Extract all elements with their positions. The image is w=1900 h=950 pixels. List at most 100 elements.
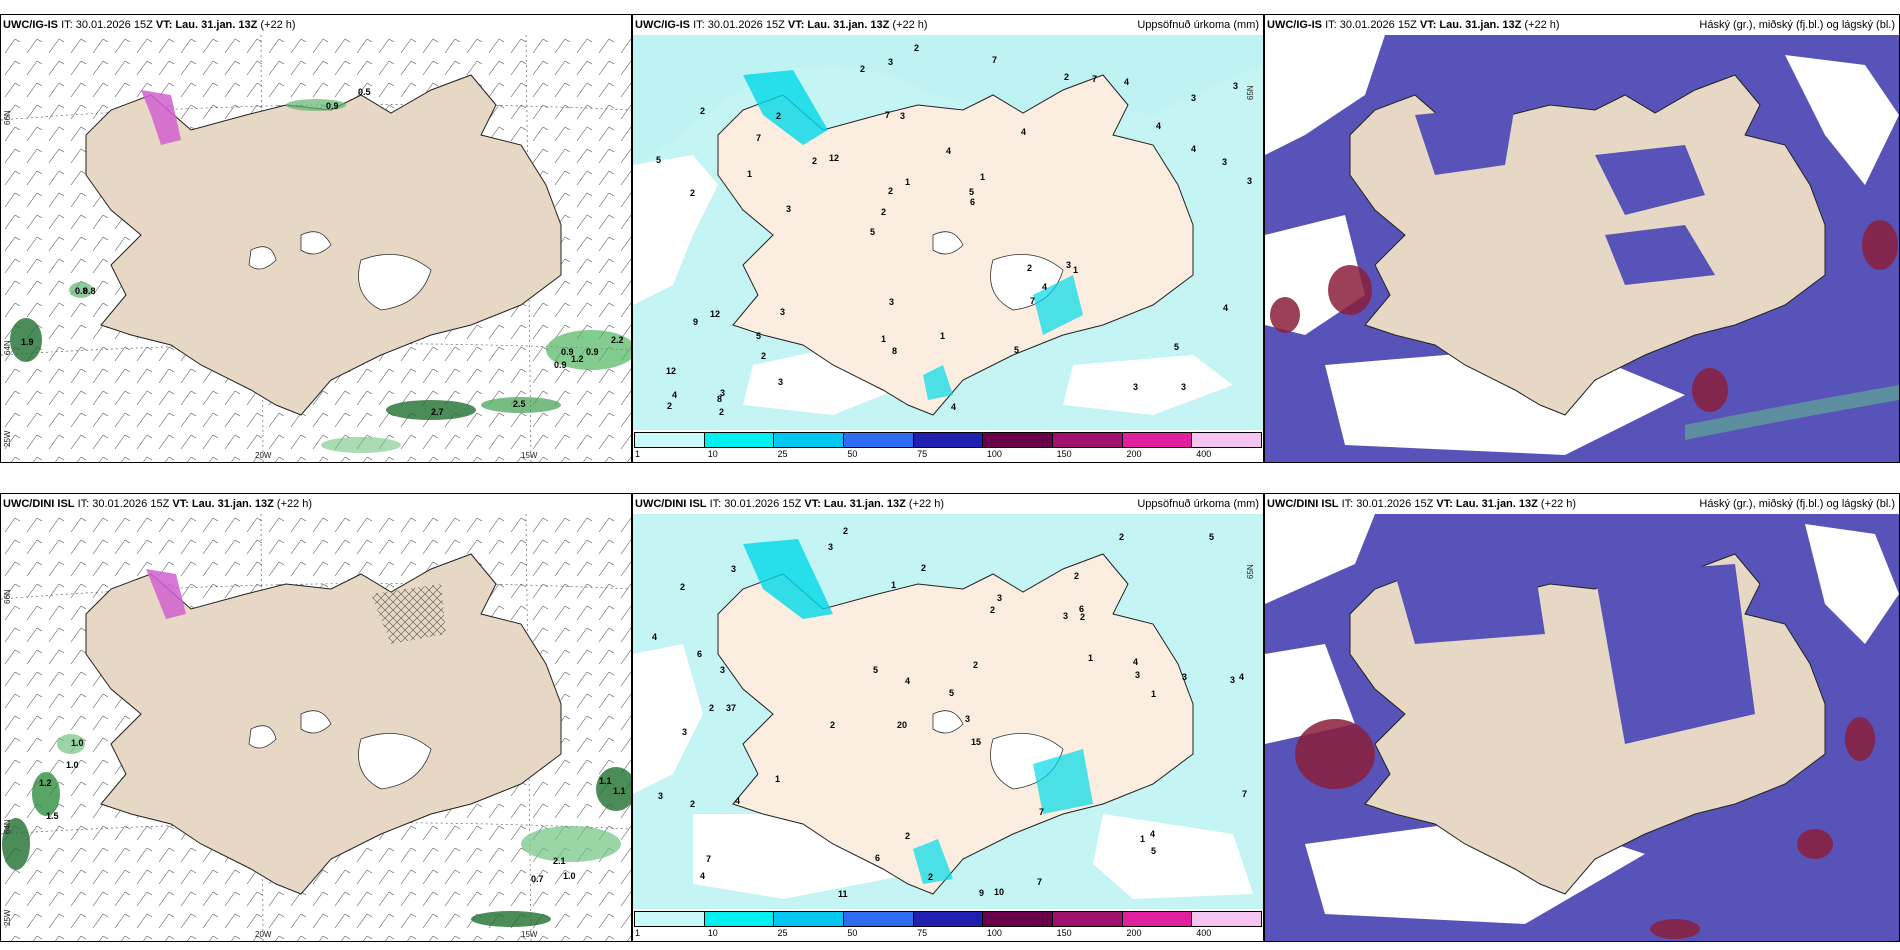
valid-label: VT: — [787, 19, 805, 31]
precip-value: 5 — [656, 155, 661, 165]
wind-area — [286, 99, 346, 111]
colorbar-swatch — [844, 433, 914, 447]
wind-value: 1.2 — [571, 354, 584, 364]
colorbar-swatch — [704, 433, 775, 447]
glacier-langjokull — [248, 246, 277, 270]
cloud-mid-area — [1605, 225, 1715, 285]
precip-value: 4 — [1150, 829, 1155, 839]
colorbar-swatch — [844, 912, 914, 926]
precip-value: 2 — [700, 106, 705, 116]
precip-value: 2 — [928, 872, 933, 882]
wind-value: 0.9 — [554, 360, 567, 370]
precip-value: 4 — [1191, 144, 1196, 154]
precip-value: 2 — [860, 64, 865, 74]
glacier-hofsjokull — [300, 231, 332, 255]
precip-value: 4 — [652, 632, 657, 642]
wind-value: 2.2 — [611, 335, 624, 345]
precip-value: 8 — [717, 394, 722, 404]
precip-value: 4 — [1042, 282, 1047, 292]
valid-label: VT: — [172, 498, 189, 510]
precip-value: 3 — [682, 727, 687, 737]
panel-title: Háský (gr.), miðský (fj.bl.) og lágský (… — [1699, 19, 1895, 31]
precip-value: 3 — [1233, 81, 1238, 91]
precip-value: 2 — [1080, 612, 1085, 622]
colorbar-label: 200 — [1126, 449, 1142, 459]
valid-time: Lau. 31.jan. 13Z — [823, 498, 906, 510]
colorbar: 1 10 25 50 75 100 150 200 400 — [634, 432, 1262, 460]
colorbar-labels: 1 10 25 50 75 100 150 200 400 — [634, 448, 1262, 460]
colorbar-label: 1 — [635, 928, 641, 938]
model-name: UWC/DINI ISL — [1267, 498, 1339, 510]
precip-value: 10 — [994, 887, 1004, 897]
colorbar-label: 400 — [1196, 449, 1212, 459]
wind-value: 0.8 — [75, 286, 88, 296]
colorbar-label: 10 — [707, 449, 718, 459]
colorbar-label: 50 — [847, 928, 858, 938]
precip-value: 3 — [731, 564, 736, 574]
precip-value: 2 — [1074, 571, 1079, 581]
cloud-map-svg — [1265, 35, 1899, 462]
precip-moderate-area — [1033, 749, 1093, 814]
precip-value: 5 — [873, 665, 878, 675]
precip-value: 2 — [1119, 532, 1124, 542]
colorbar-swatch — [1122, 433, 1193, 447]
precip-value: 1 — [1151, 689, 1156, 699]
colorbar-label: 25 — [777, 928, 788, 938]
clear-sky — [1805, 524, 1899, 644]
precip-value: 3 — [1247, 176, 1252, 186]
glacier — [932, 231, 964, 255]
wind-map: 1.0 1.0 1.2 1.5 1.1 1.1 2.1 1.0 0.7 — [1, 514, 631, 941]
colorbar-swatches — [634, 432, 1262, 448]
panel-title: Uppsöfnuð úrkoma (mm) — [1137, 19, 1259, 31]
model-name: UWC/IG-IS — [3, 19, 58, 31]
no-precip — [1093, 814, 1253, 899]
precip-value: 11 — [838, 889, 848, 899]
colorbar-swatch — [983, 912, 1054, 926]
wind-area — [521, 826, 621, 862]
wind-value: 0.5 — [358, 87, 371, 97]
precip-value: 3 — [997, 593, 1002, 603]
valid-time: Lau. 31.jan. 13Z — [1455, 498, 1538, 510]
precip-value: 3 — [1182, 672, 1187, 682]
precip-value: 2 — [1027, 263, 1032, 273]
wind-value: 1.0 — [563, 871, 576, 881]
wind-strong-area — [146, 569, 186, 619]
panel-top-precip: UWC/IG-IS IT: 30.01.2026 15Z VT: Lau. 31… — [632, 14, 1264, 463]
precip-value: 1 — [891, 580, 896, 590]
no-precip — [633, 644, 703, 794]
precip-value: 5 — [1209, 532, 1214, 542]
colorbar-swatch — [704, 912, 775, 926]
precip-value: 3 — [828, 542, 833, 552]
precip-value: 2 — [667, 401, 672, 411]
cloud-mid-area — [1395, 569, 1545, 644]
precip-value: 3 — [1181, 382, 1186, 392]
precip-light-area — [633, 35, 1263, 165]
colorbar-label: 150 — [1056, 928, 1072, 938]
precip-value: 5 — [1014, 345, 1019, 355]
precip-value: 2 — [1064, 72, 1069, 82]
precip-value: 3 — [889, 297, 894, 307]
colorbar-swatch — [1192, 433, 1262, 447]
cloud-high-area — [1797, 829, 1833, 859]
lead-time: (+22 h) — [260, 19, 296, 31]
precip-value: 3 — [1191, 93, 1196, 103]
lat-label: 66N — [3, 589, 12, 604]
precip-value: 6 — [970, 197, 975, 207]
precip-value: 2 — [973, 660, 978, 670]
precip-value: 1 — [940, 331, 945, 341]
panel-header: UWC/IG-IS IT: 30.01.2026 15Z VT: Lau. 31… — [1265, 15, 1899, 35]
precip-value: 7 — [1030, 296, 1035, 306]
precip-moderate-area — [1033, 275, 1083, 335]
wind-value-labels: 1.0 1.0 1.2 1.5 1.1 1.1 2.1 1.0 0.7 — [39, 738, 626, 884]
precip-value: 4 — [735, 796, 740, 806]
precip-value: 3 — [658, 791, 663, 801]
lat-label: 65N — [1246, 85, 1256, 100]
valid-time: Lau. 31.jan. 13Z — [807, 19, 890, 31]
precip-value: 1 — [881, 334, 886, 344]
valid-time: Lau. 31.jan. 13Z — [1439, 19, 1522, 31]
precip-value: 4 — [1239, 672, 1244, 682]
wind-value: 2.5 — [513, 399, 526, 409]
precip-value: 4 — [700, 871, 705, 881]
wind-value: 1.0 — [71, 738, 84, 748]
precip-value: 2 — [990, 605, 995, 615]
